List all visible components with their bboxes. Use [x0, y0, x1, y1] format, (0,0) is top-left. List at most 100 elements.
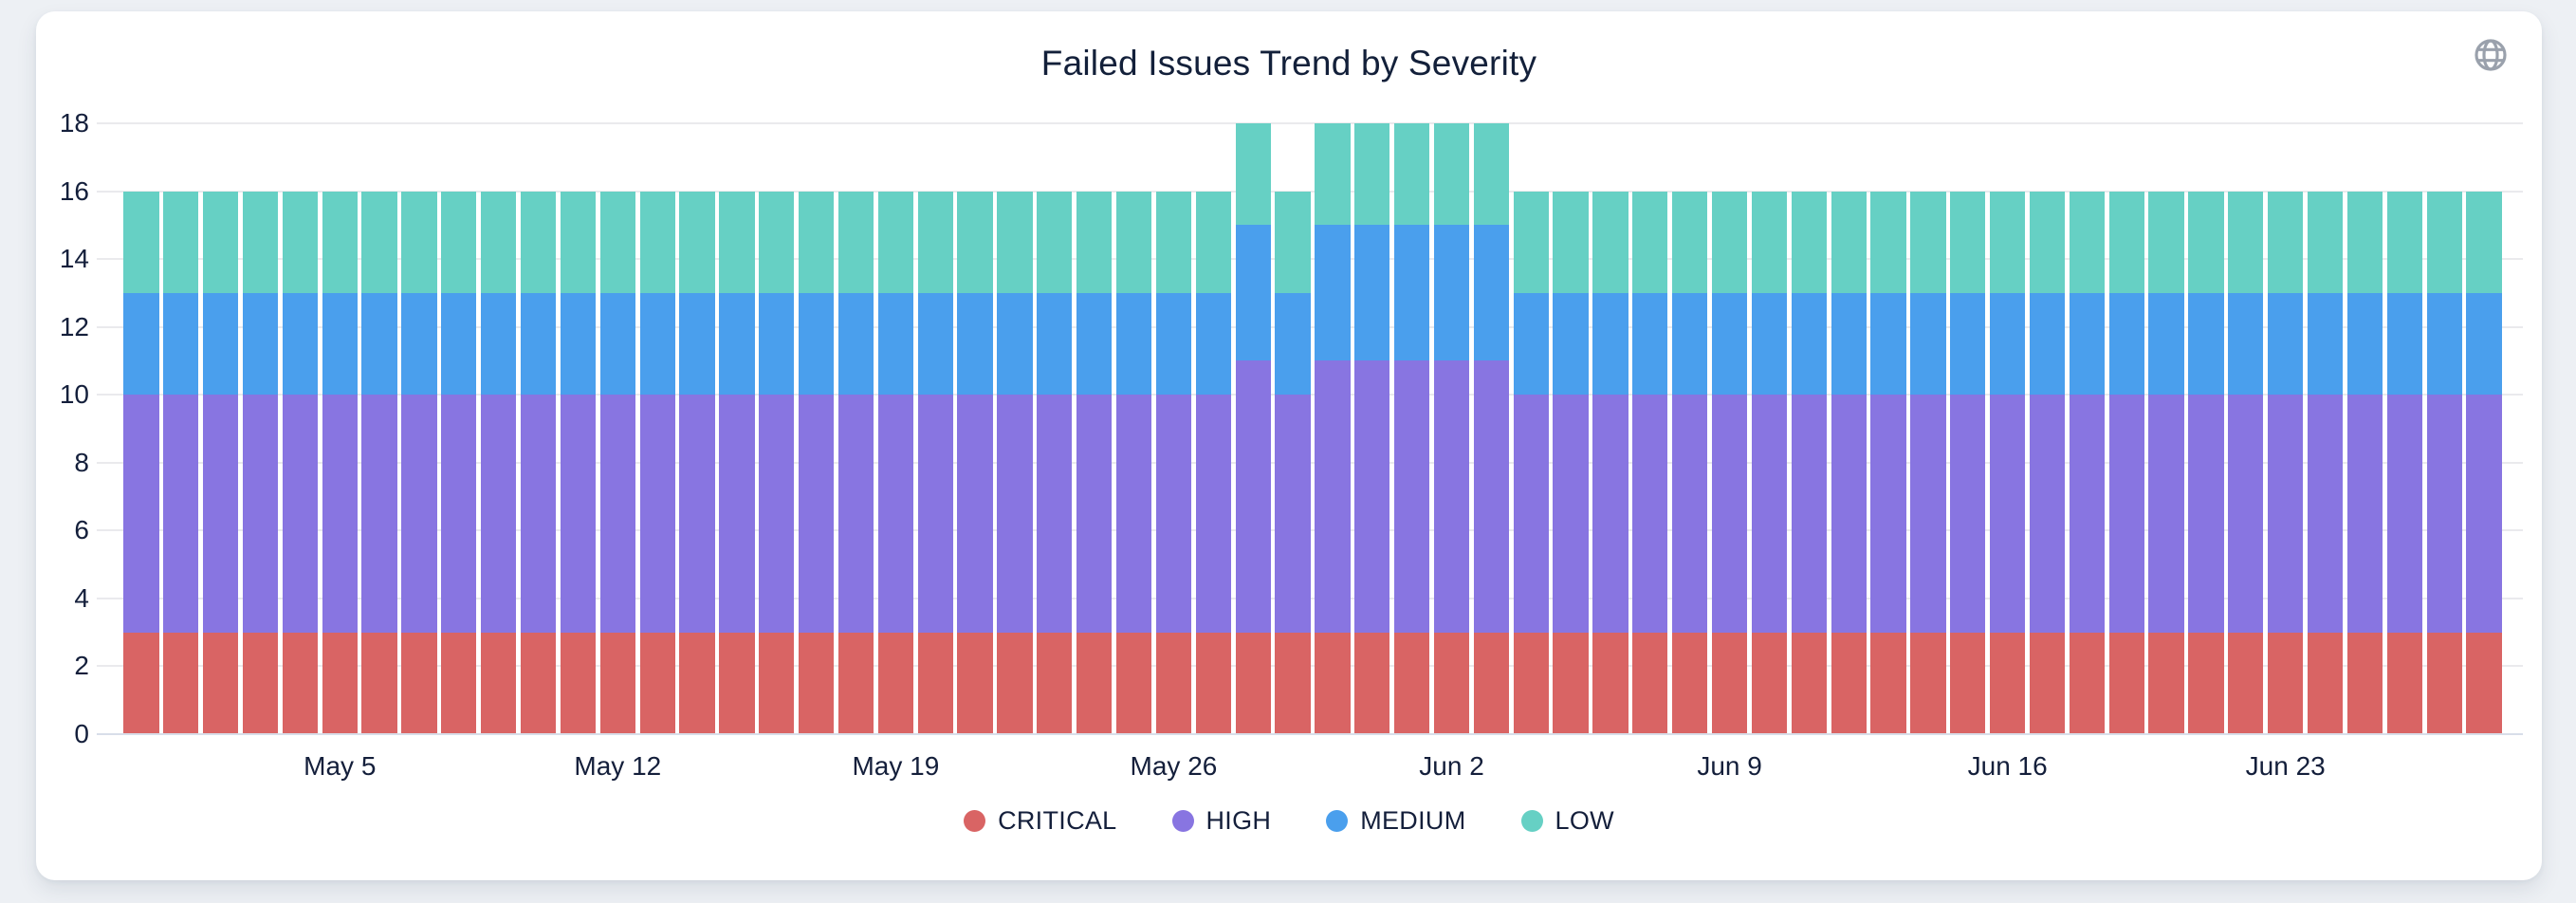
bar-segment-critical[interactable] — [123, 632, 159, 734]
stacked-bar[interactable] — [1553, 191, 1589, 734]
stacked-bar[interactable] — [2069, 191, 2105, 734]
bar-segment-medium[interactable] — [799, 292, 835, 396]
bar-segment-critical[interactable] — [2346, 632, 2383, 734]
bar-segment-low[interactable] — [2108, 191, 2144, 293]
bar-segment-high[interactable] — [203, 395, 239, 633]
bar-segment-high[interactable] — [1155, 395, 1192, 633]
bar-segment-medium[interactable] — [1037, 292, 1073, 396]
bar-segment-medium[interactable] — [2268, 292, 2304, 396]
bar-segment-high[interactable] — [481, 395, 517, 633]
bar-segment-critical[interactable] — [1076, 632, 1113, 734]
bar-segment-medium[interactable] — [2228, 292, 2264, 396]
stacked-bar[interactable] — [1315, 123, 1351, 734]
bar-segment-high[interactable] — [719, 395, 755, 633]
bar-segment-critical[interactable] — [2069, 632, 2105, 734]
bar-segment-critical[interactable] — [242, 632, 279, 734]
bar-segment-high[interactable] — [361, 395, 397, 633]
bar-segment-medium[interactable] — [1235, 225, 1271, 361]
bar-segment-high[interactable] — [1354, 360, 1390, 633]
bar-segment-medium[interactable] — [1672, 292, 1708, 396]
bar-segment-critical[interactable] — [1155, 632, 1192, 734]
bar-segment-critical[interactable] — [1632, 632, 1668, 734]
bar-segment-low[interactable] — [599, 191, 635, 293]
stacked-bar[interactable] — [1115, 191, 1152, 734]
bar-segment-critical[interactable] — [1990, 632, 2026, 734]
bar-segment-critical[interactable] — [679, 632, 715, 734]
bar-segment-medium[interactable] — [361, 292, 397, 396]
bar-segment-high[interactable] — [1632, 395, 1668, 633]
bar-segment-critical[interactable] — [2228, 632, 2264, 734]
stacked-bar[interactable] — [1037, 191, 1073, 734]
stacked-bar[interactable] — [1910, 191, 1946, 734]
bar-segment-low[interactable] — [1950, 191, 1986, 293]
stacked-bar[interactable] — [837, 191, 874, 734]
bar-segment-high[interactable] — [759, 395, 795, 633]
bar-segment-medium[interactable] — [917, 292, 953, 396]
bar-segment-critical[interactable] — [1831, 632, 1867, 734]
stacked-bar[interactable] — [1473, 123, 1509, 734]
bar-segment-critical[interactable] — [441, 632, 477, 734]
bar-segment-medium[interactable] — [1910, 292, 1946, 396]
stacked-bar[interactable] — [2228, 191, 2264, 734]
bar-segment-high[interactable] — [1711, 395, 1748, 633]
bar-segment-high[interactable] — [322, 395, 358, 633]
bar-segment-low[interactable] — [719, 191, 755, 293]
bar-segment-high[interactable] — [520, 395, 557, 633]
stacked-bar[interactable] — [1831, 191, 1867, 734]
stacked-bar[interactable] — [2108, 191, 2144, 734]
stacked-bar[interactable] — [917, 191, 953, 734]
stacked-bar[interactable] — [1354, 123, 1390, 734]
bar-segment-critical[interactable] — [837, 632, 874, 734]
bar-segment-medium[interactable] — [639, 292, 675, 396]
bar-segment-critical[interactable] — [2188, 632, 2224, 734]
bar-segment-medium[interactable] — [1592, 292, 1628, 396]
bar-segment-low[interactable] — [2228, 191, 2264, 293]
bar-segment-low[interactable] — [1592, 191, 1628, 293]
bar-segment-low[interactable] — [1195, 191, 1231, 293]
bar-segment-high[interactable] — [2108, 395, 2144, 633]
bar-segment-low[interactable] — [2307, 191, 2344, 293]
bar-segment-low[interactable] — [2346, 191, 2383, 293]
stacked-bar[interactable] — [163, 191, 199, 734]
stacked-bar[interactable] — [441, 191, 477, 734]
bar-segment-critical[interactable] — [719, 632, 755, 734]
bar-segment-high[interactable] — [1791, 395, 1827, 633]
bar-segment-low[interactable] — [2069, 191, 2105, 293]
bar-segment-low[interactable] — [957, 191, 993, 293]
bar-segment-low[interactable] — [1711, 191, 1748, 293]
bar-segment-low[interactable] — [1354, 123, 1390, 226]
bar-segment-high[interactable] — [560, 395, 597, 633]
bar-segment-low[interactable] — [2029, 191, 2066, 293]
bar-segment-high[interactable] — [1831, 395, 1867, 633]
legend-item-low[interactable]: LOW — [1520, 806, 1614, 836]
bar-segment-low[interactable] — [1910, 191, 1946, 293]
bar-segment-critical[interactable] — [163, 632, 199, 734]
bar-segment-high[interactable] — [1195, 395, 1231, 633]
stacked-bar[interactable] — [1950, 191, 1986, 734]
stacked-bar[interactable] — [1155, 191, 1192, 734]
bar-segment-high[interactable] — [2307, 395, 2344, 633]
bar-segment-medium[interactable] — [1831, 292, 1867, 396]
bar-segment-medium[interactable] — [1275, 292, 1311, 396]
bar-segment-high[interactable] — [957, 395, 993, 633]
bar-segment-high[interactable] — [401, 395, 437, 633]
bar-segment-medium[interactable] — [1155, 292, 1192, 396]
bar-segment-low[interactable] — [481, 191, 517, 293]
bar-segment-low[interactable] — [997, 191, 1033, 293]
bar-segment-high[interactable] — [2346, 395, 2383, 633]
bar-segment-high[interactable] — [1870, 395, 1906, 633]
bar-segment-medium[interactable] — [1751, 292, 1788, 396]
stacked-bar[interactable] — [1711, 191, 1748, 734]
stacked-bar[interactable] — [1433, 123, 1470, 734]
bar-segment-low[interactable] — [2386, 191, 2422, 293]
bar-segment-high[interactable] — [1910, 395, 1946, 633]
bar-segment-high[interactable] — [1672, 395, 1708, 633]
bar-segment-medium[interactable] — [2029, 292, 2066, 396]
bar-segment-low[interactable] — [917, 191, 953, 293]
stacked-bar[interactable] — [123, 191, 159, 734]
bar-segment-medium[interactable] — [560, 292, 597, 396]
bar-segment-low[interactable] — [1037, 191, 1073, 293]
bar-segment-high[interactable] — [1394, 360, 1430, 633]
bar-segment-critical[interactable] — [282, 632, 318, 734]
bar-segment-critical[interactable] — [1950, 632, 1986, 734]
